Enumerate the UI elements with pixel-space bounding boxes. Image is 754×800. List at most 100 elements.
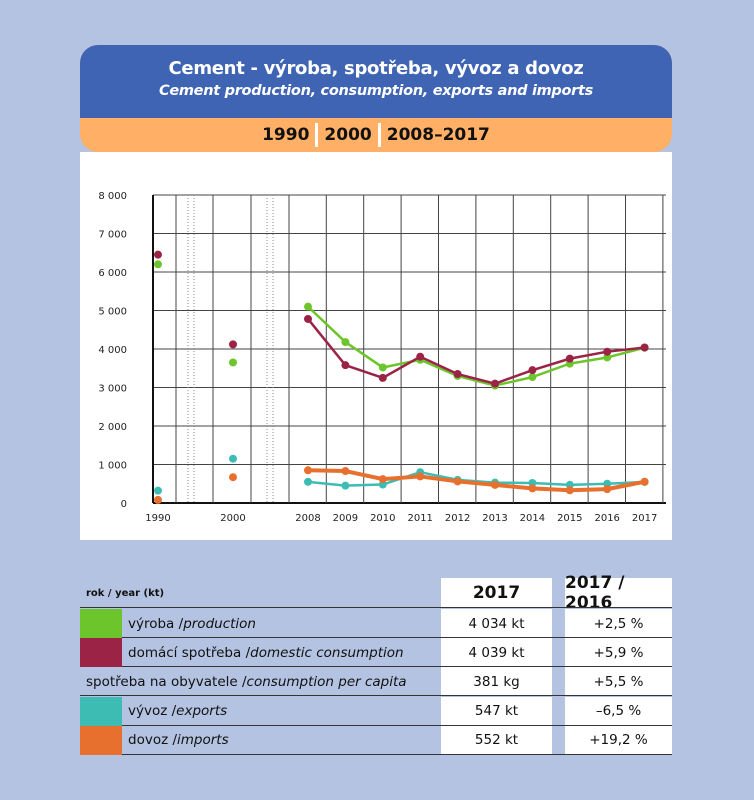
data-point	[453, 370, 462, 379]
y-tick-label: 7 000	[98, 230, 127, 241]
series-line	[307, 468, 645, 493]
row-label: výroba / production	[128, 609, 256, 638]
data-point	[378, 363, 387, 372]
label-cz: vývoz /	[128, 703, 177, 720]
label-en: exports	[176, 703, 228, 720]
row-label: dovoz / imports	[128, 726, 229, 755]
chart-title: Cement - výroba, spotřeba, vývoz a dovoz	[168, 58, 584, 79]
label-cz: spotřeba na obyvatele /	[86, 673, 247, 690]
divider	[122, 666, 672, 668]
chart-area: 0 1 000 2 000 3 000 4 000 5 000 6 000 7 000 8 00…	[80, 152, 672, 540]
data-point	[453, 477, 462, 486]
data-point	[565, 354, 574, 363]
data-point	[528, 366, 537, 375]
data-point	[378, 475, 387, 484]
x-tick-label: 2010	[370, 513, 395, 524]
period-band: 1990 2000 2008–2017	[80, 118, 672, 152]
data-point	[304, 477, 312, 486]
data-point	[154, 260, 162, 269]
data-point	[565, 486, 574, 495]
data-point	[416, 472, 425, 481]
line-chart: 0 1 000 2 000 3 000 4 000 5 000 6 000 7 000 8 00…	[98, 191, 666, 524]
data-point	[603, 347, 612, 356]
x-tick-label: 2000	[220, 513, 245, 524]
data-point	[491, 480, 499, 489]
value-change: +5,9 %	[565, 638, 672, 668]
row-label: spotřeba na obyvatele / consumption per …	[86, 667, 407, 696]
data-point	[603, 485, 612, 494]
title-band: Cement - výroba, spotřeba, vývoz a dovoz…	[80, 45, 672, 118]
data-point	[229, 454, 237, 463]
data-point	[154, 250, 162, 259]
row-label: vývoz / exports	[128, 697, 227, 726]
table-row: vývoz / exports 547 kt –6,5 %	[80, 696, 672, 726]
label-en: production	[183, 615, 256, 632]
data-point	[341, 467, 350, 476]
table-row: dovoz / imports 552 kt +19,2 %	[80, 725, 672, 755]
y-tick-label: 0	[121, 499, 127, 510]
value-change: +19,2 %	[565, 725, 672, 755]
y-tick-label: 6 000	[98, 268, 127, 279]
header-label: rok / year (kt)	[86, 587, 165, 599]
data-point	[229, 340, 237, 349]
x-tick-label: 2016	[594, 513, 619, 524]
data-point	[304, 466, 312, 475]
data-point	[154, 486, 162, 495]
x-tick-label: 2011	[407, 513, 432, 524]
x-tick-label: 2008	[295, 513, 320, 524]
y-tick-label: 8 000	[98, 191, 127, 202]
data-point	[341, 338, 350, 347]
data-point	[378, 373, 387, 382]
divider	[80, 607, 672, 608]
data-point	[229, 473, 237, 482]
label-en: consumption per capita	[246, 673, 407, 690]
separator	[377, 123, 381, 147]
y-tick-label: 2 000	[98, 422, 127, 433]
divider	[122, 637, 672, 638]
data-point	[603, 353, 612, 362]
data-point	[416, 352, 425, 361]
chart-header: Cement - výroba, spotřeba, vývoz a dovoz…	[80, 45, 672, 152]
chart-subtitle: Cement production, consumption, exports …	[159, 83, 593, 99]
data-point	[229, 358, 237, 367]
divider	[122, 753, 672, 755]
data-point	[341, 481, 350, 490]
x-tick-label: 2012	[445, 513, 470, 524]
label-cz: domácí spotřeba /	[128, 644, 251, 661]
header-col-2017: 2017	[441, 578, 552, 608]
value-2017: 547 kt	[441, 696, 552, 726]
table-row: domácí spotřeba / domestic consumption 4…	[80, 638, 672, 668]
x-tick-label: 2015	[557, 513, 582, 524]
value-2017: 552 kt	[441, 725, 552, 755]
table-header: rok / year (kt) 2017 2017 / 2016	[80, 573, 672, 613]
label-en: imports	[177, 732, 229, 749]
data-point	[528, 373, 537, 382]
period-2000: 2000	[324, 125, 372, 145]
table-row: výroba / production 4 034 kt +2,5 %	[80, 609, 672, 638]
divider	[80, 695, 672, 697]
table-row: spotřeba na obyvatele / consumption per …	[80, 667, 672, 697]
label-en: domestic consumption	[250, 644, 404, 661]
x-tick-label: 2013	[482, 513, 507, 524]
y-tick-label: 4 000	[98, 345, 127, 356]
label-cz: výroba /	[128, 615, 184, 632]
data-point	[491, 379, 499, 388]
x-tick-label: 2009	[333, 513, 358, 524]
data-point	[640, 343, 649, 352]
row-label: domácí spotřeba / domestic consumption	[128, 638, 404, 667]
x-tick-label: 2014	[520, 513, 545, 524]
x-tick-label: 1990	[145, 513, 170, 524]
divider	[122, 724, 672, 726]
period-2008-2017: 2008–2017	[386, 125, 490, 145]
data-point	[304, 302, 312, 311]
value-change: +5,5 %	[565, 667, 672, 697]
data-point	[341, 361, 350, 370]
value-2017: 381 kg	[441, 667, 552, 697]
data-point	[640, 477, 649, 486]
data-point	[528, 484, 537, 493]
value-change: –6,5 %	[565, 696, 672, 726]
color-swatch	[80, 638, 122, 668]
x-tick-label: 2017	[632, 513, 657, 524]
value-2017: 4 034 kt	[441, 609, 552, 638]
value-2017: 4 039 kt	[441, 638, 552, 668]
